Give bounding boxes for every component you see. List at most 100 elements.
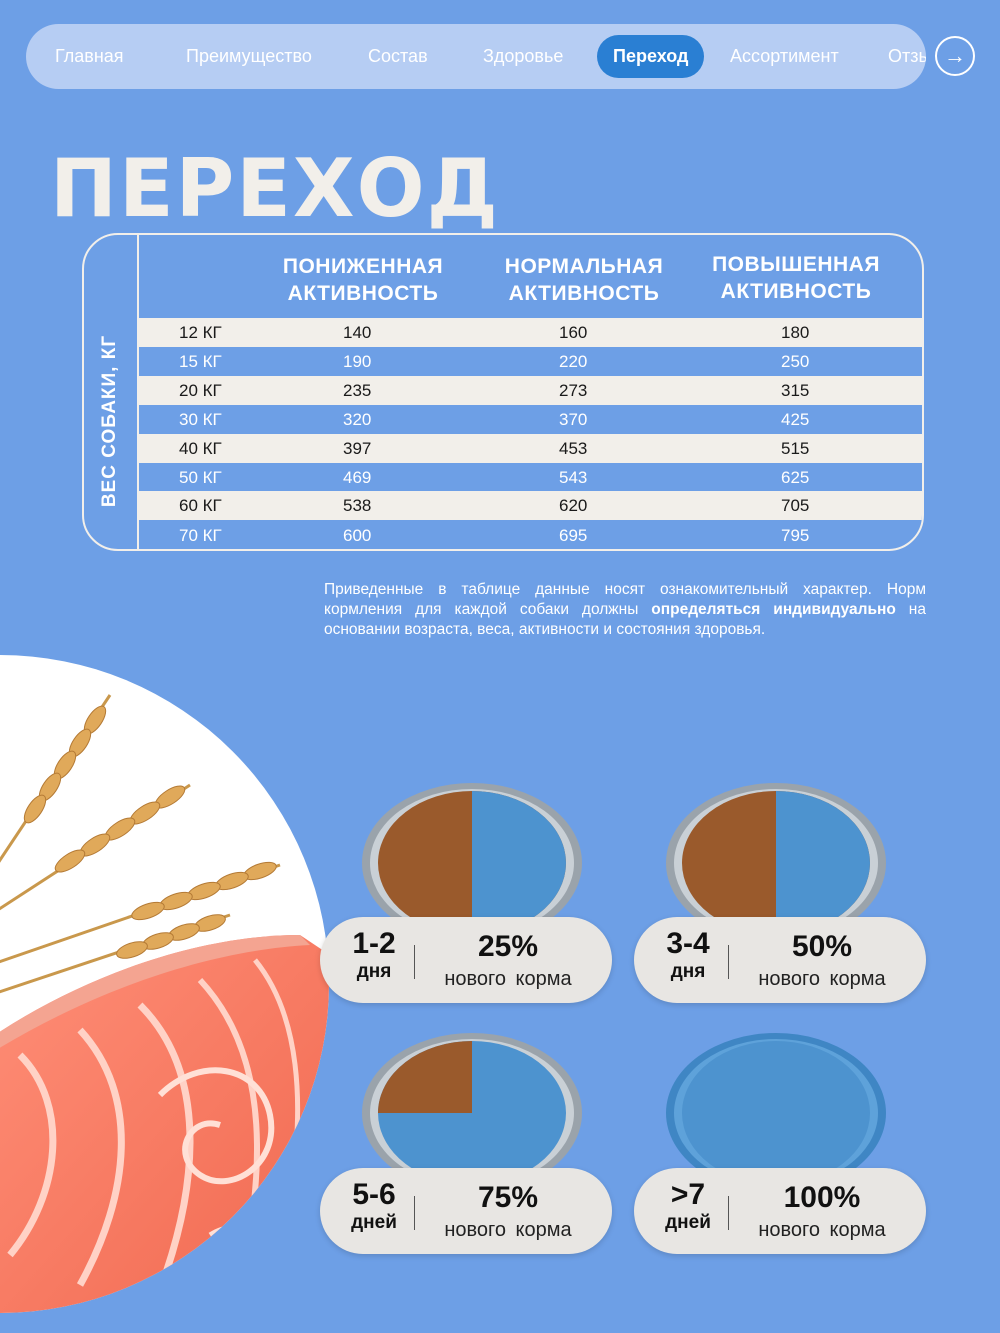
step-percent: 75% xyxy=(477,1181,539,1214)
high-activity-cell: 425 xyxy=(781,410,810,429)
transition-step-1: 1-2 дня 25% нового корма xyxy=(320,917,612,1003)
disclaimer-note: Приведенные в таблице данные носят ознак… xyxy=(324,580,926,640)
normal-activity-cell: 370 xyxy=(559,410,588,429)
step-percent: 50% xyxy=(791,930,853,963)
nav-item-home[interactable]: Главная xyxy=(55,46,124,66)
high-activity-cell: 180 xyxy=(781,323,810,342)
step-label: нового корма xyxy=(444,968,572,990)
normal-activity-cell: 220 xyxy=(559,352,588,371)
low-activity-cell: 469 xyxy=(343,468,372,487)
step-label: нового корма xyxy=(758,1219,886,1241)
bowl-day-3-4 xyxy=(666,783,886,933)
step-days-unit: дня xyxy=(356,961,392,982)
page-title: ПЕРЕХОД xyxy=(50,142,500,235)
weight-cell: 70 КГ xyxy=(179,526,222,545)
step-percent: 25% xyxy=(477,930,539,963)
table-row: 40 КГ 397 453 515 xyxy=(139,434,922,463)
nav-item-reviews[interactable]: Отзывы xyxy=(888,46,926,66)
step-days: >7 дней xyxy=(648,1178,728,1234)
high-activity-cell: 625 xyxy=(781,468,810,487)
table-row: 20 КГ 235 273 315 xyxy=(139,376,922,405)
salmon-wheat-illustration xyxy=(0,655,329,1313)
step-label: нового корма xyxy=(758,968,886,990)
low-activity-cell: 190 xyxy=(343,352,372,371)
step-days-value: 1-2 xyxy=(352,927,396,960)
high-activity-cell: 315 xyxy=(781,381,810,400)
nav-item-advantage[interactable]: Преимущество xyxy=(186,46,312,66)
weight-cell: 60 КГ xyxy=(179,496,222,515)
low-activity-cell: 538 xyxy=(343,496,372,515)
column-header-line: ПОНИЖЕННАЯ xyxy=(282,255,444,278)
feeding-table: ВЕС СОБАКИ, КГ ПОНИЖЕННАЯ АКТИВНОСТЬ НОР… xyxy=(82,233,924,551)
weight-cell: 30 КГ xyxy=(179,410,222,429)
low-activity-cell: 140 xyxy=(343,323,372,342)
step-days-value: >7 xyxy=(670,1178,706,1211)
weight-cell: 50 КГ xyxy=(179,468,222,487)
step-separator xyxy=(728,1196,729,1230)
row-header-label: ВЕС СОБАКИ, КГ xyxy=(99,334,120,508)
table-divider xyxy=(137,235,139,549)
low-activity-cell: 600 xyxy=(343,526,372,545)
normal-activity-cell: 620 xyxy=(559,496,588,515)
table-row: 15 КГ 190 220 250 xyxy=(139,347,922,376)
table-row: 70 КГ 600 695 795 xyxy=(139,521,922,549)
low-activity-cell: 320 xyxy=(343,410,372,429)
normal-activity-cell: 543 xyxy=(559,468,588,487)
column-header-line: ПОВЫШЕННАЯ xyxy=(712,253,880,276)
high-activity-cell: 250 xyxy=(781,352,810,371)
weight-cell: 40 КГ xyxy=(179,439,222,458)
normal-activity-cell: 273 xyxy=(559,381,588,400)
nav-item-health[interactable]: Здоровье xyxy=(483,46,564,66)
weight-cell: 20 КГ xyxy=(179,381,222,400)
new-food-fill xyxy=(682,1041,870,1183)
normal-activity-cell: 695 xyxy=(559,526,588,545)
table-row: 30 КГ 320 370 425 xyxy=(139,405,922,434)
nav-item-composition[interactable]: Состав xyxy=(368,46,428,66)
nav-item-assortment[interactable]: Ассортимент xyxy=(730,46,839,66)
bowl-day-5-6 xyxy=(362,1033,582,1183)
note-text: Приведенные в таблице данные носят ознак… xyxy=(324,581,926,618)
nav-item-transition[interactable]: Переход xyxy=(597,35,705,78)
weight-cell: 12 КГ xyxy=(179,323,222,342)
step-days-value: 5-6 xyxy=(352,1178,396,1211)
step-label: нового корма xyxy=(444,1219,572,1241)
step-days: 1-2 дня xyxy=(334,927,414,983)
step-days: 5-6 дней xyxy=(334,1178,414,1234)
high-activity-cell: 705 xyxy=(781,496,810,515)
top-navigation: Главная Преимущество Состав Здоровье Пер… xyxy=(26,24,926,89)
note-emphasis: определяться индивидуально xyxy=(651,601,896,618)
transition-step-4: >7 дней 100% нового корма xyxy=(634,1168,926,1254)
column-header-line: АКТИВНОСТЬ xyxy=(720,280,872,303)
column-header-low: ПОНИЖЕННАЯ АКТИВНОСТЬ xyxy=(253,253,473,307)
bowl-day-7-plus xyxy=(666,1033,886,1183)
step-separator xyxy=(414,1196,415,1230)
step-days-unit: дня xyxy=(670,961,706,982)
high-activity-cell: 515 xyxy=(781,439,810,458)
step-days: 3-4 дня xyxy=(648,927,728,983)
low-activity-cell: 397 xyxy=(343,439,372,458)
step-days-value: 3-4 xyxy=(666,927,710,960)
column-header-line: АКТИВНОСТЬ xyxy=(287,282,439,305)
high-activity-cell: 795 xyxy=(781,526,810,545)
nav-next-arrow-icon[interactable]: → xyxy=(935,36,975,76)
column-header-line: НОРМАЛЬНАЯ xyxy=(504,255,664,278)
transition-step-3: 5-6 дней 75% нового корма xyxy=(320,1168,612,1254)
normal-activity-cell: 453 xyxy=(559,439,588,458)
low-activity-cell: 235 xyxy=(343,381,372,400)
column-header-line: АКТИВНОСТЬ xyxy=(508,282,660,305)
step-days-unit: дней xyxy=(665,1212,711,1233)
normal-activity-cell: 160 xyxy=(559,323,588,342)
weight-cell: 15 КГ xyxy=(179,352,222,371)
step-percent: 100% xyxy=(783,1181,861,1214)
column-header-high: ПОВЫШЕННАЯ АКТИВНОСТЬ xyxy=(686,251,906,305)
bowl-day-1-2 xyxy=(362,783,582,933)
step-separator xyxy=(414,945,415,979)
table-row: 60 КГ 538 620 705 xyxy=(139,491,922,520)
transition-step-2: 3-4 дня 50% нового корма xyxy=(634,917,926,1003)
table-row: 12 КГ 140 160 180 xyxy=(139,318,922,347)
note-text: на основании возраста, веса, активности … xyxy=(324,601,926,638)
column-header-normal: НОРМАЛЬНАЯ АКТИВНОСТЬ xyxy=(474,253,694,307)
table-row: 50 КГ 469 543 625 xyxy=(139,463,922,492)
step-days-unit: дней xyxy=(351,1212,397,1233)
step-separator xyxy=(728,945,729,979)
